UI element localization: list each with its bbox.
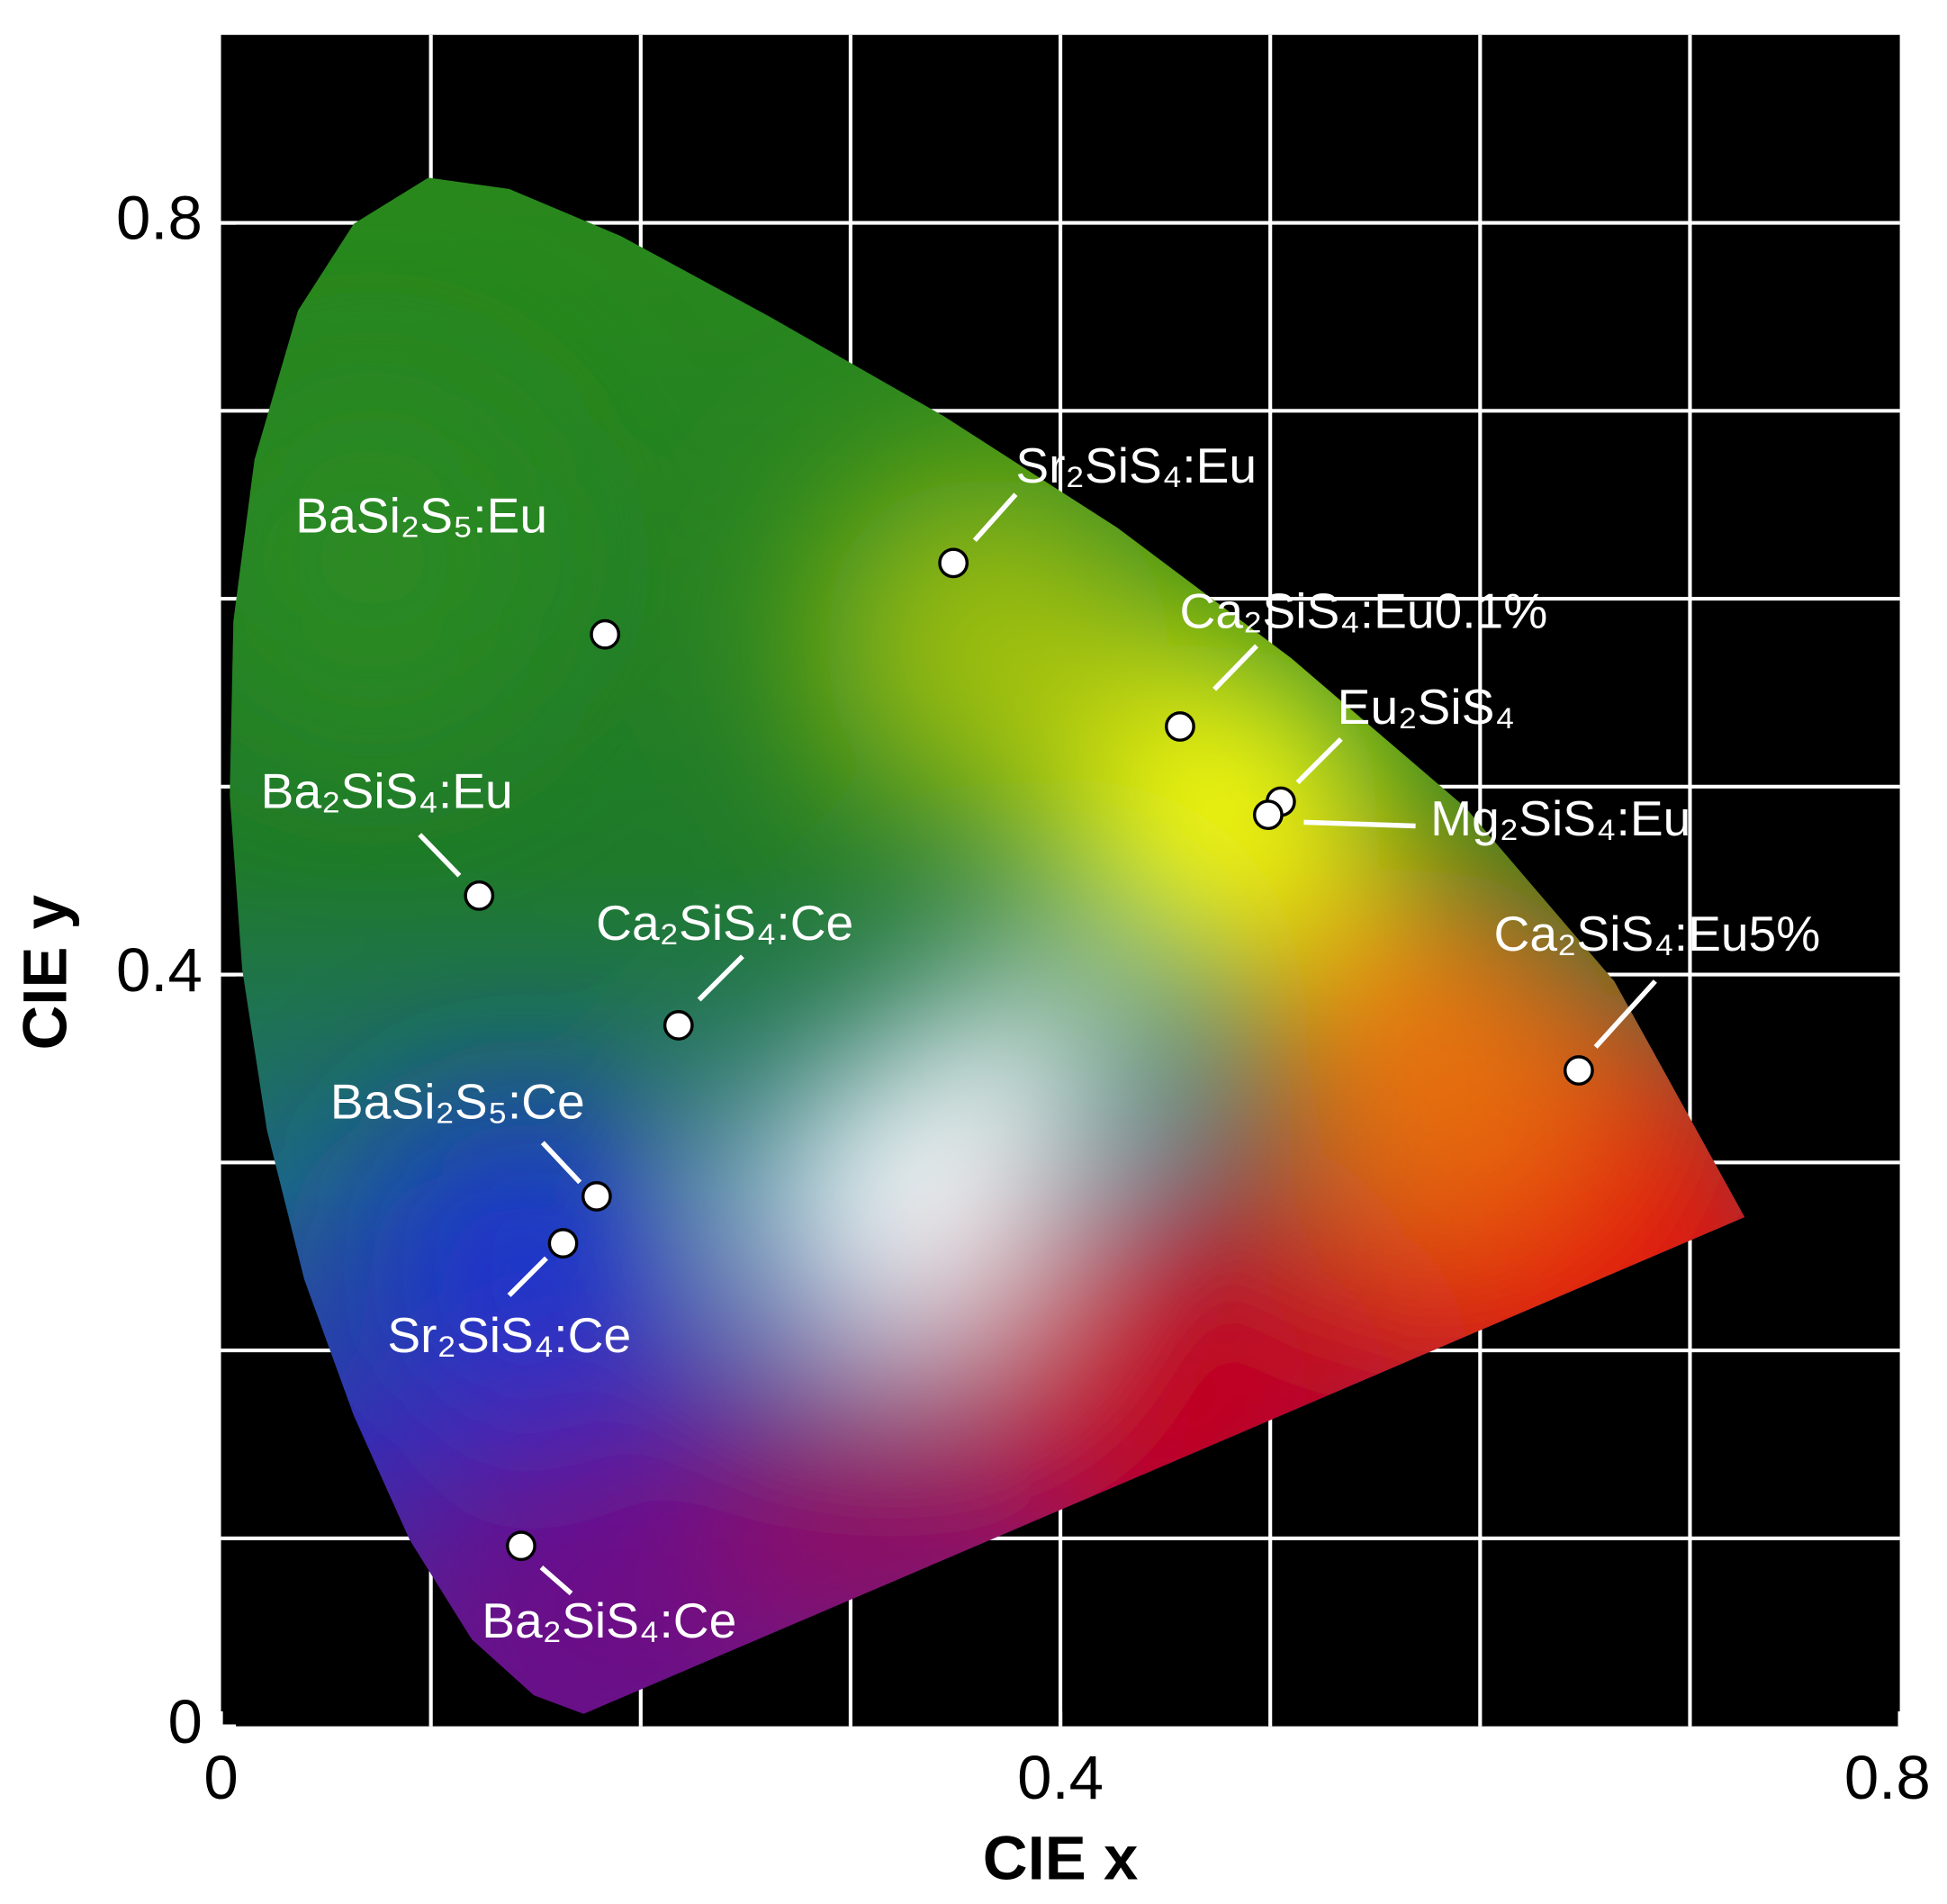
leader-line bbox=[1593, 979, 1657, 1049]
point-label: Mg₂SiS₄:Eu bbox=[1430, 790, 1690, 846]
x-tick-label: 0.4 bbox=[1017, 1743, 1104, 1812]
data-point bbox=[590, 618, 621, 650]
x-tick-label: 0.8 bbox=[1844, 1743, 1931, 1812]
point-label: Sr₂SiS₄:Ce bbox=[387, 1307, 631, 1363]
data-point bbox=[464, 880, 495, 911]
plot-content: BaSi₂S₅:Eu Sr₂SiS₄:Eu Ca₂SiS₄:Eu0.1% Eu₂SiS… bbox=[261, 438, 1821, 1648]
point-label: Eu₂SiS₄ bbox=[1338, 679, 1515, 735]
leader-line bbox=[539, 1565, 573, 1596]
data-point bbox=[1252, 799, 1284, 831]
y-tick-label: 0.4 bbox=[116, 935, 203, 1005]
point-label: Ca₂SiS₄:Eu5% bbox=[1493, 906, 1820, 961]
x-tick-label: 0 bbox=[203, 1743, 238, 1812]
y-tick-label: 0.8 bbox=[116, 184, 203, 253]
y-axis-label: CIE y bbox=[10, 895, 79, 1051]
leader-line bbox=[697, 954, 744, 1002]
leader-line bbox=[1303, 819, 1416, 829]
leader-line bbox=[1295, 736, 1343, 785]
data-point bbox=[547, 1228, 579, 1259]
y-tick-label: 0 bbox=[167, 1687, 202, 1756]
data-point bbox=[938, 547, 969, 579]
point-label: Ba₂SiS₄:Ce bbox=[482, 1593, 736, 1648]
leader-line bbox=[418, 833, 462, 878]
data-point bbox=[506, 1530, 536, 1562]
data-point bbox=[1563, 1055, 1594, 1086]
leader-line bbox=[972, 492, 1018, 543]
data-point bbox=[581, 1180, 612, 1212]
leader-line bbox=[540, 1141, 582, 1185]
point-label: BaSi₂S₅:Ce bbox=[330, 1073, 585, 1129]
leader-line bbox=[1212, 644, 1258, 691]
data-point bbox=[1165, 711, 1195, 742]
data-point bbox=[663, 1010, 694, 1041]
point-label: Ca₂SiS₄:Ce bbox=[596, 895, 853, 951]
point-label: Ba₂SiS₄:Eu bbox=[261, 763, 513, 819]
point-label: BaSi₂S₅:Eu bbox=[295, 487, 547, 543]
point-label: Sr₂SiS₄:Eu bbox=[1015, 438, 1257, 493]
point-label: Ca₂SiS₄:Eu0.1% bbox=[1179, 583, 1547, 639]
leader-line bbox=[507, 1256, 548, 1297]
x-axis-label: CIE x bbox=[983, 1824, 1139, 1893]
